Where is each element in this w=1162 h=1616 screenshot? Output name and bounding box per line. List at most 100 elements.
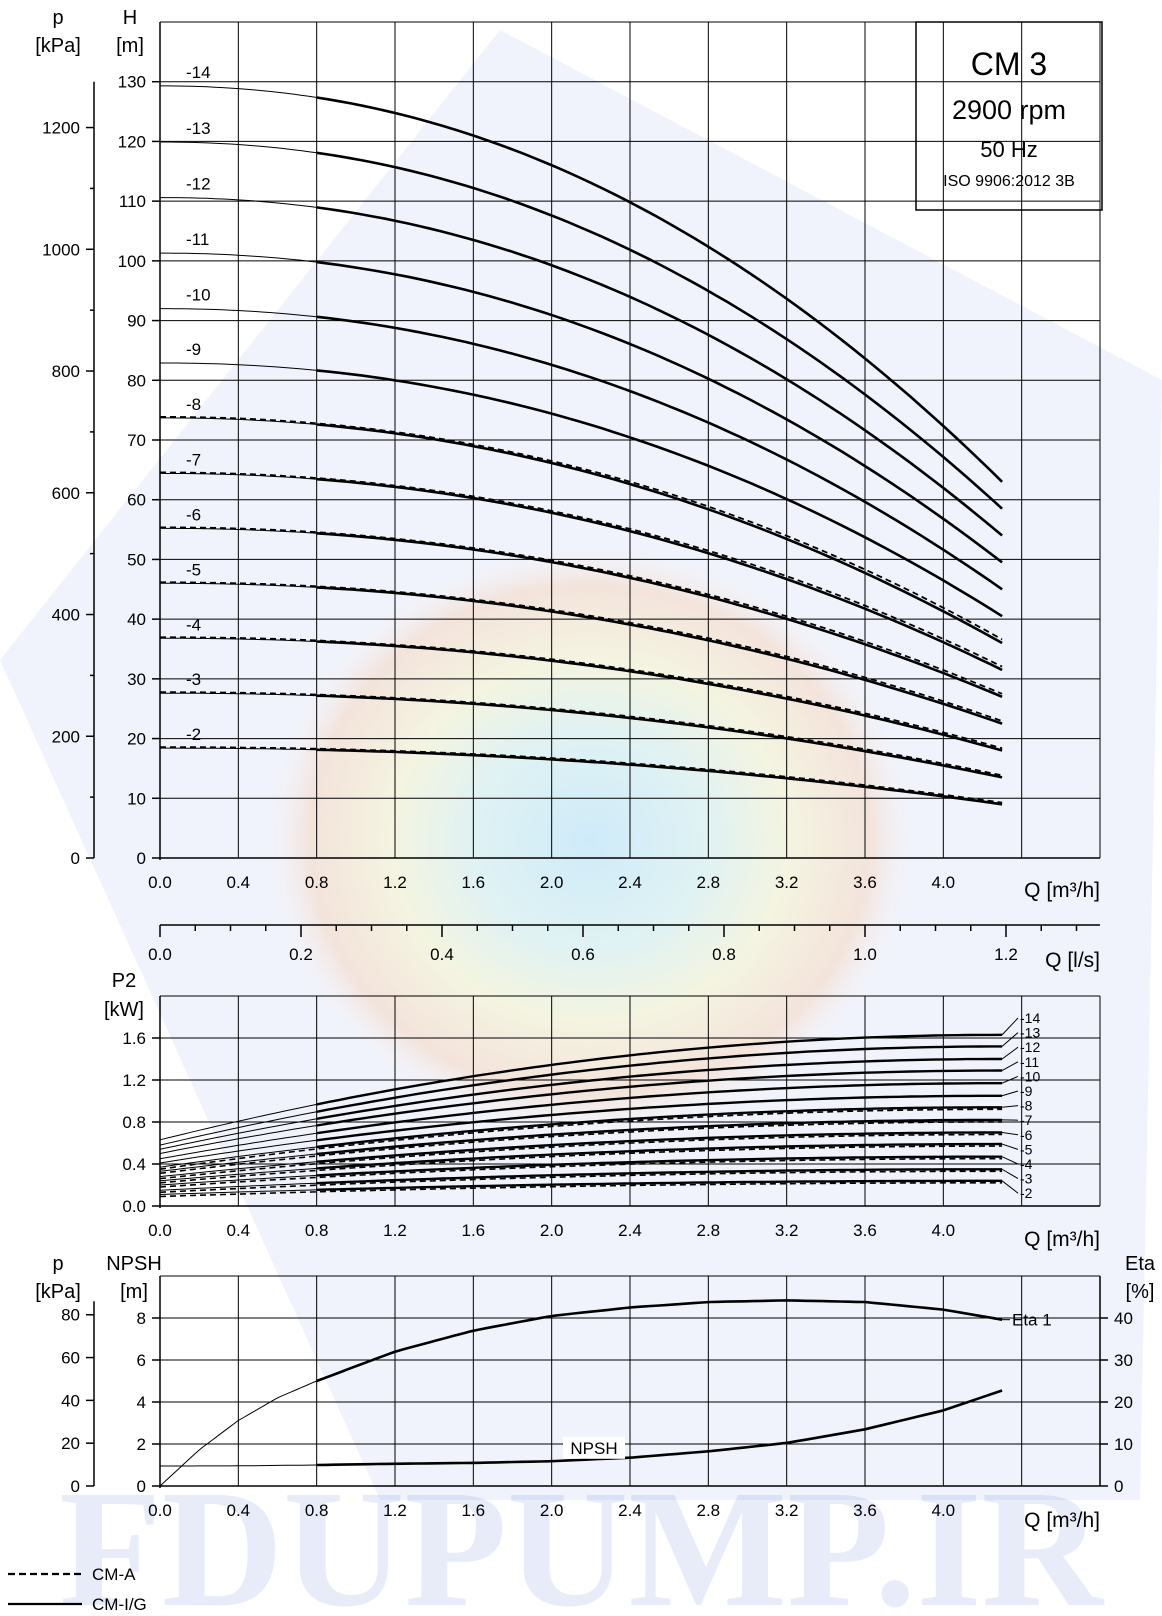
- npsh-x-tick-label: 2.0: [540, 1501, 564, 1520]
- legend: CM-A CM-I/G: [8, 1565, 147, 1614]
- power-curve: [316, 1045, 1003, 1113]
- eta-curve-thin: [159, 1380, 317, 1487]
- eta-tick-label: 20: [1114, 1393, 1133, 1412]
- head-y-tick-label: 20: [127, 730, 146, 749]
- pressure-tick-label: 600: [52, 484, 80, 503]
- power-curve-thin: [159, 1118, 317, 1150]
- head-curve-thin: [160, 747, 317, 751]
- power-x-tick-label: 0.0: [148, 1221, 172, 1240]
- watermark-decoration: [0, 30, 1162, 1500]
- head-curve-thin: [160, 692, 317, 697]
- npsh-curve: [316, 1389, 1003, 1467]
- npsh-pressure-tick-label: 80: [61, 1306, 80, 1325]
- eta-tick-label: 0: [1114, 1477, 1123, 1496]
- head-x-tick-label: 2.0: [540, 873, 564, 892]
- power-curve-thin: [159, 1182, 317, 1191]
- power-curve: [316, 1057, 1003, 1120]
- head-curve: [316, 423, 1003, 645]
- npsh-x-tick-label: 4.0: [932, 1501, 956, 1520]
- watermark-text: FDUPUMP.IR: [59, 1456, 1104, 1616]
- head-curve: [316, 694, 1003, 779]
- power-curve-label: -3: [1020, 1171, 1033, 1187]
- head-curve: [316, 96, 1004, 483]
- power-curve-panel: 0.0 0.4 0.8 1.2 1.6 2.0 2.4 2.8 3.2 3.6 4.0 0.0 0.4 0…: [104, 970, 1101, 1251]
- head-y-tick-label: 130: [118, 73, 146, 92]
- head-curve-thin: [160, 362, 317, 371]
- head-curve-label: -9: [186, 340, 201, 359]
- power-label-leader: [1001, 1090, 1019, 1097]
- head-x-tick-label: 0.0: [148, 873, 172, 892]
- head-curve-label: -6: [186, 505, 201, 524]
- power-curve-dashed: [159, 1157, 1003, 1188]
- pressure-axis-unit: [kPa]: [35, 35, 81, 57]
- power-y-tick-label: 0.8: [122, 1113, 146, 1132]
- head-curve: [316, 260, 1003, 564]
- head-curve-panel: 0.0 0.4 0.8 1.2 1.6 2.0 2.4 2.8 3.2 3.6 4.0 0 10 20 30…: [35, 7, 1101, 902]
- head-curve-label: -14: [186, 63, 211, 82]
- power-label-leader: [1001, 1168, 1019, 1180]
- power-label-leader: [1002, 1132, 1019, 1136]
- flow-ls-tick-label: 0.2: [289, 945, 313, 964]
- head-curve-label: -2: [186, 725, 201, 744]
- legend-solid-label: CM-I/G: [92, 1595, 147, 1614]
- power-curve-dashed: [159, 1121, 1003, 1175]
- eta-curve-label: Eta 1: [1012, 1311, 1052, 1330]
- head-y-tick-label: 10: [127, 789, 146, 808]
- head-curve: [316, 748, 1003, 806]
- power-curve-dashed: [159, 1170, 1003, 1194]
- head-curve-label: -7: [186, 450, 201, 469]
- npsh-curve-label: NPSH: [570, 1439, 617, 1458]
- npsh-x-tick-label: 1.2: [383, 1501, 407, 1520]
- power-curve: [316, 1082, 1003, 1135]
- power-curve: [316, 1155, 1003, 1177]
- flow-ls-tick-label: 0.4: [430, 945, 454, 964]
- legend-dashed-label: CM-A: [92, 1565, 136, 1584]
- power-x-tick-label: 4.0: [932, 1221, 956, 1240]
- pressure-axis-title: p: [52, 7, 63, 29]
- head-y-tick-label: 120: [118, 132, 146, 151]
- power-curve-thin: [159, 1139, 317, 1164]
- power-label-leader: [1001, 1061, 1019, 1071]
- head-x-tick-label: 3.2: [775, 873, 799, 892]
- power-x-tick-label: 3.2: [775, 1221, 799, 1240]
- speed-label: 2900 rpm: [952, 95, 1066, 125]
- npsh-x-tick-label: 3.2: [775, 1501, 799, 1520]
- power-curve-thin: [159, 1111, 317, 1146]
- eta-curve: [316, 1299, 1003, 1383]
- head-y-tick-label: 60: [127, 491, 146, 510]
- head-curve-thin: [160, 197, 317, 208]
- head-y-tick-label: 50: [127, 550, 146, 569]
- head-curve: [316, 640, 1003, 752]
- npsh-label-bg: [563, 1436, 625, 1459]
- head-curve-thin: [160, 252, 317, 263]
- power-curve: [316, 1033, 1003, 1106]
- head-x-tick-label: 3.6: [853, 873, 877, 892]
- power-y-tick-label: 1.2: [122, 1071, 146, 1090]
- npsh-axis-unit: [m]: [120, 1281, 148, 1303]
- head-curve: [316, 151, 1003, 510]
- head-y-tick-label: 40: [127, 610, 146, 629]
- head-curve-dashed: [160, 581, 1003, 722]
- power-curve-label: -2: [1020, 1185, 1033, 1201]
- power-curve-label: -10: [1020, 1068, 1040, 1084]
- head-curve-thin: [160, 308, 317, 318]
- eta-tick-label: 40: [1114, 1309, 1133, 1328]
- head-curve-thin: [160, 527, 317, 534]
- npsh-y-tick-label: 2: [137, 1435, 146, 1454]
- head-curve-thin: [160, 582, 317, 588]
- flow-ls-tick-label: 0.8: [712, 945, 736, 964]
- power-axis-title: P2: [112, 970, 136, 992]
- power-curve: [316, 1106, 1003, 1149]
- power-x-tick-label: 2.4: [618, 1221, 642, 1240]
- power-curve-thin: [159, 1167, 317, 1182]
- power-curve: [316, 1168, 1003, 1185]
- npsh-x-axis-label: Q [m³/h]: [1024, 1509, 1100, 1532]
- power-curve-label: -6: [1020, 1127, 1033, 1143]
- power-curve-label: -11: [1020, 1054, 1039, 1070]
- power-curve: [316, 1142, 1003, 1170]
- head-curve-thin: [160, 417, 317, 425]
- eta-tick-label: 30: [1114, 1351, 1133, 1370]
- power-curve-dashed: [159, 1182, 1003, 1198]
- head-y-tick-label: 70: [127, 431, 146, 450]
